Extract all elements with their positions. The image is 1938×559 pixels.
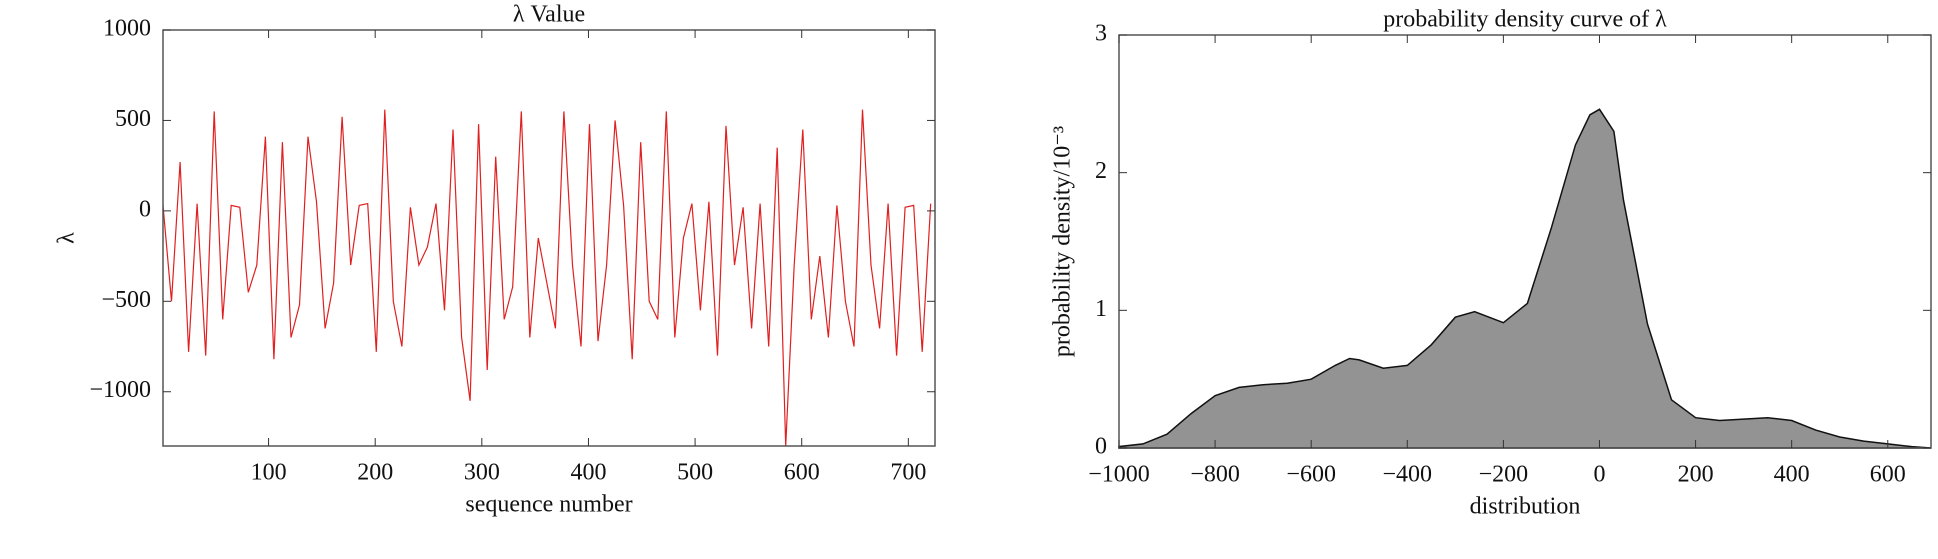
x-tick-label: 400 — [1774, 462, 1810, 488]
y-tick-label: −1000 — [89, 377, 151, 403]
x-tick-label: −400 — [1383, 462, 1433, 488]
y-tick-label: 1000 — [103, 16, 151, 42]
x-tick-label: 0 — [1593, 462, 1605, 488]
y-tick-label: 1 — [1095, 296, 1107, 322]
plot-frame — [162, 29, 936, 447]
y-tick-label: 500 — [115, 106, 151, 132]
y-axis-label: λ — [54, 232, 80, 244]
plot-frame — [1118, 34, 1932, 449]
chart-title: probability density curve of λ — [1383, 7, 1667, 33]
x-tick-label: 200 — [357, 460, 393, 486]
y-tick-label: −500 — [101, 287, 151, 313]
density-area — [1118, 108, 1932, 449]
y-tick-label: 2 — [1095, 158, 1107, 184]
y-tick-label: 0 — [139, 196, 151, 222]
y-tick-label: 0 — [1095, 434, 1107, 460]
x-tick-label: 200 — [1678, 462, 1714, 488]
x-tick-label: −600 — [1286, 462, 1336, 488]
x-axis-label: distribution — [1470, 494, 1581, 520]
x-tick-label: 600 — [784, 460, 820, 486]
x-tick-label: 300 — [464, 460, 500, 486]
x-tick-label: −200 — [1479, 462, 1529, 488]
x-tick-label: 700 — [890, 460, 926, 486]
x-axis-label: sequence number — [465, 492, 632, 518]
chart-title: λ Value — [513, 2, 585, 28]
y-axis-label: probability density/10⁻³ — [1050, 126, 1076, 357]
x-tick-label: 100 — [251, 460, 287, 486]
x-tick-label: −1000 — [1088, 462, 1150, 488]
x-tick-label: 600 — [1870, 462, 1906, 488]
x-tick-label: −800 — [1190, 462, 1240, 488]
y-tick-label: 3 — [1095, 21, 1107, 47]
data-line — [162, 109, 932, 447]
x-tick-label: 500 — [677, 460, 713, 486]
x-tick-label: 400 — [570, 460, 606, 486]
